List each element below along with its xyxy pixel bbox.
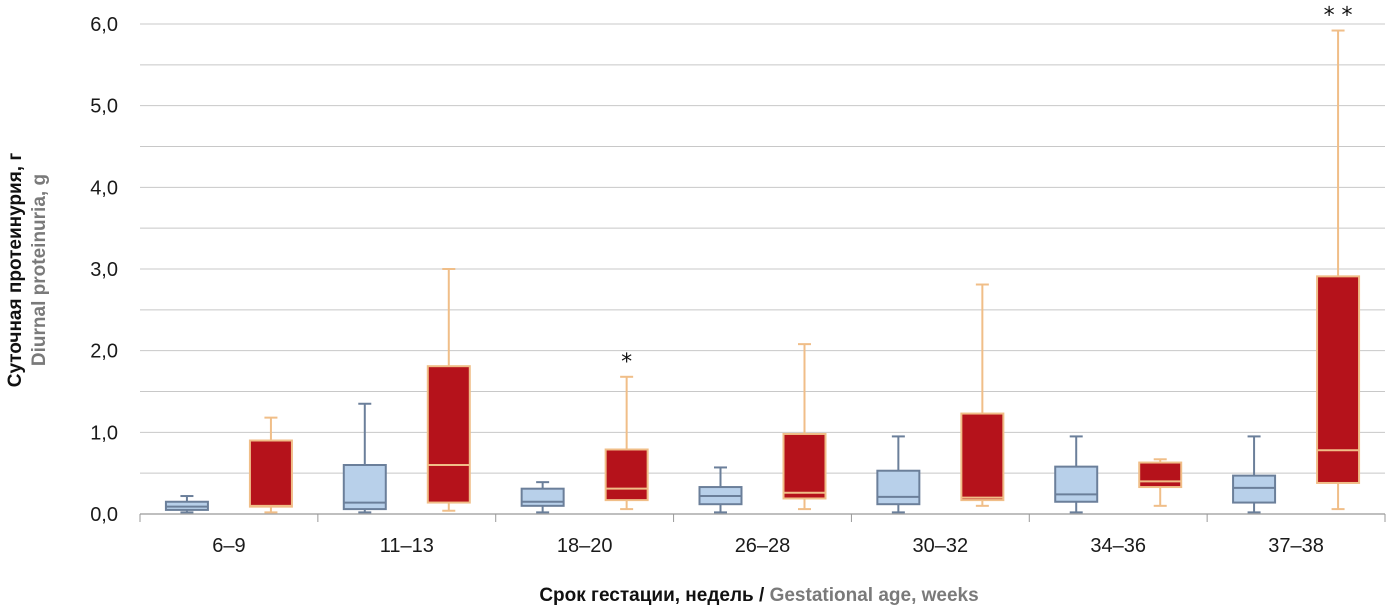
x-axis-label-separator: /: [754, 585, 770, 606]
y-tick-label: 0,0: [90, 504, 118, 526]
x-tick-label: 11–13: [380, 535, 434, 557]
y-axis-label-en: Diurnal proteinuria, g: [29, 174, 50, 366]
x-axis-label-en: Gestational age, weeks: [770, 585, 979, 606]
box-iqr: [1138, 461, 1183, 489]
box-blue: [876, 435, 921, 514]
box-red: [248, 416, 293, 514]
x-axis-label-ru: Срок гестации, недель: [539, 585, 753, 606]
x-axis-label: Срок гестации, недель / Gestational age,…: [539, 585, 978, 606]
box-red: [1316, 29, 1361, 511]
box-iqr: [1232, 474, 1277, 504]
box-iqr: [426, 365, 471, 504]
box-blue: [164, 495, 209, 514]
significance-marker: *: [621, 350, 632, 375]
box-red: [782, 343, 827, 511]
boxes: [164, 29, 1361, 514]
significance-marker: * *: [1324, 4, 1353, 29]
box-iqr: [960, 412, 1005, 502]
box-iqr: [1316, 275, 1361, 484]
box-iqr: [248, 439, 293, 508]
x-tick-label: 37–38: [1268, 535, 1324, 557]
box-blue: [520, 481, 565, 514]
annotations: * * *: [621, 4, 1352, 375]
box-iqr: [782, 432, 827, 500]
x-tick-label: 6–9: [212, 535, 245, 557]
x-tick-label: 26–28: [735, 535, 791, 557]
box-iqr: [604, 448, 649, 502]
box-iqr: [1054, 465, 1099, 503]
box-red: [1138, 458, 1183, 507]
box-blue: [342, 402, 387, 514]
y-tick-label: 4,0: [90, 177, 118, 199]
y-tick-label: 2,0: [90, 341, 118, 363]
x-tick-label: 18–20: [557, 535, 613, 557]
tick-labels: 0,0 1,0 2,0 3,0 4,0 5,0 6,0 6–9 11–13 18–20 26–28 3…: [90, 14, 1324, 557]
y-tick-label: 1,0: [90, 422, 118, 444]
axes: [139, 513, 1386, 522]
box-red: [426, 268, 471, 512]
box-blue: [1054, 435, 1099, 514]
box-iqr: [876, 469, 921, 506]
y-axis-label-ru: Суточная протеинурия, г: [5, 153, 26, 388]
gridlines: [140, 23, 1385, 474]
box-iqr: [520, 487, 565, 507]
x-tick-label: 34–36: [1090, 535, 1146, 557]
y-tick-label: 6,0: [90, 14, 118, 36]
box-blue: [1232, 435, 1277, 514]
y-tick-label: 3,0: [90, 259, 118, 281]
box-red: [604, 375, 649, 511]
box-red: [960, 283, 1005, 507]
y-tick-label: 5,0: [90, 96, 118, 118]
box-blue: [698, 466, 743, 514]
x-tick-label: 30–32: [913, 535, 969, 557]
